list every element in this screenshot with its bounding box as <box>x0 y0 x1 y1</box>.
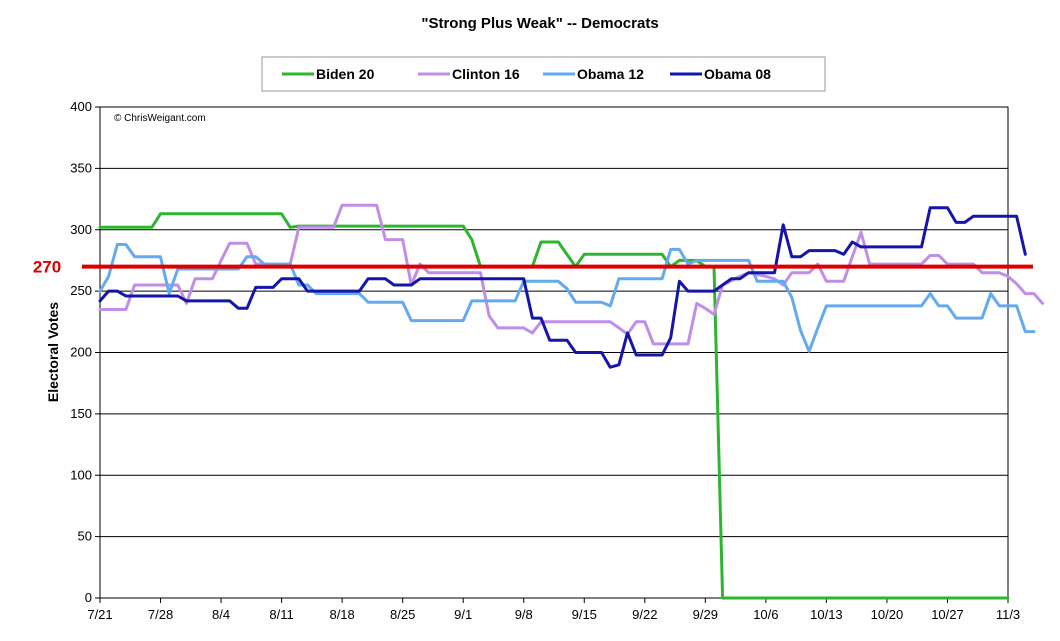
series-lines <box>98 203 1045 600</box>
y-tick-label: 350 <box>70 160 92 175</box>
x-tick-label: 11/3 <box>996 607 1020 622</box>
y-tick-label: 150 <box>70 406 92 421</box>
reference-line-label: 270 <box>33 258 61 277</box>
y-axis-label: Electoral Votes <box>45 302 61 402</box>
x-axis-ticks: 7/21 7/28 8/4 8/11 8/18 8/25 9/1 9/8 9/15 9/22 9/2… <box>87 598 1020 622</box>
legend-label: Clinton 16 <box>452 66 520 82</box>
x-tick-label: 10/6 <box>753 607 778 622</box>
legend: Biden 20 Clinton 16 Obama 12 Obama 08 <box>261 56 826 92</box>
x-tick-label: 9/1 <box>454 607 472 622</box>
legend-label: Biden 20 <box>316 66 375 82</box>
x-tick-label: 10/27 <box>931 607 964 622</box>
x-tick-label: 9/15 <box>572 607 597 622</box>
reference-line-group: 270 <box>33 258 1033 277</box>
x-tick-label: 7/28 <box>148 607 173 622</box>
x-tick-label: 10/13 <box>810 607 843 622</box>
y-tick-label: 200 <box>70 345 92 360</box>
x-tick-label: 7/21 <box>87 607 112 622</box>
copyright-annotation: © ChrisWeigant.com <box>114 113 206 124</box>
x-tick-label: 9/22 <box>632 607 657 622</box>
x-tick-label: 9/29 <box>693 607 718 622</box>
x-tick-label: 8/18 <box>329 607 354 622</box>
legend-label: Obama 08 <box>704 66 771 82</box>
chart-title: "Strong Plus Weak" -- Democrats <box>421 15 658 32</box>
series-obama-08 <box>98 206 1027 369</box>
y-tick-label: 50 <box>78 529 92 544</box>
y-tick-label: 100 <box>70 467 92 482</box>
series-biden-20 <box>98 212 1010 600</box>
y-tick-label: 300 <box>70 222 92 237</box>
y-tick-label: 400 <box>70 99 92 114</box>
y-tick-label: 250 <box>70 283 92 298</box>
legend-label: Obama 12 <box>577 66 644 82</box>
x-tick-label: 8/25 <box>390 607 415 622</box>
x-tick-label: 8/11 <box>269 607 293 622</box>
x-tick-label: 8/4 <box>212 607 230 622</box>
series-obama-12 <box>98 243 1036 353</box>
y-axis-ticks: 0 50 100 150 200 250 300 350 400 <box>70 99 100 605</box>
x-tick-label: 10/20 <box>871 607 904 622</box>
y-tick-label: 0 <box>85 590 92 605</box>
grid-lines <box>100 167 1008 538</box>
x-tick-label: 9/8 <box>515 607 533 622</box>
